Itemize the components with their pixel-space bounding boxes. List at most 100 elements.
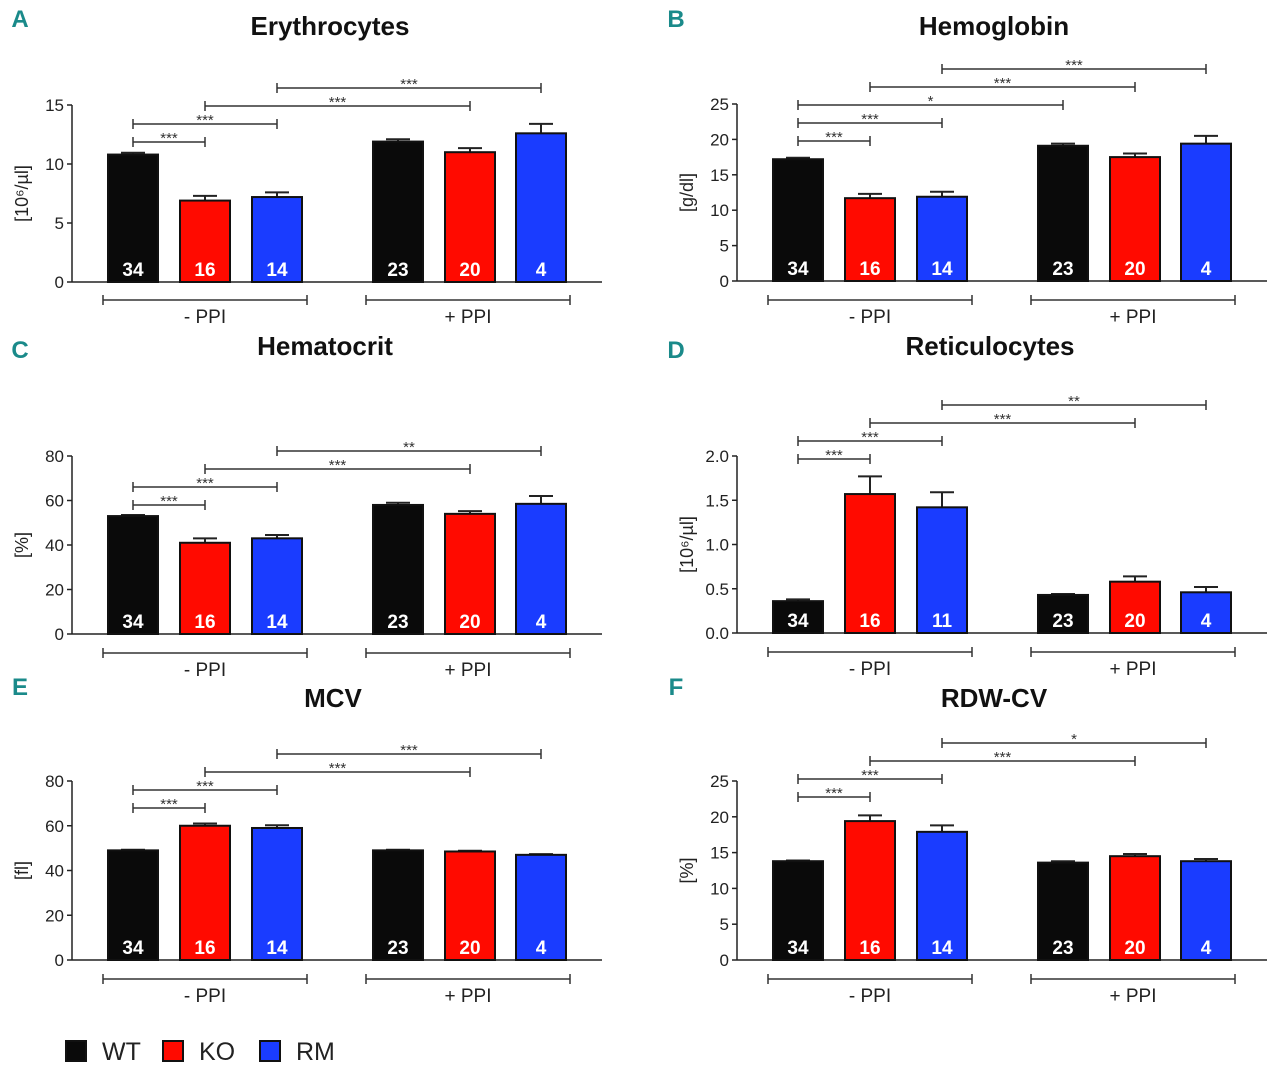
significance-label: * xyxy=(1071,731,1077,748)
bar-ko xyxy=(844,197,896,282)
group-label: + PPI xyxy=(445,307,492,328)
significance-bracket xyxy=(941,400,1207,410)
significance-bracket xyxy=(797,136,871,146)
significance-bracket xyxy=(276,446,542,456)
chart-title: Hemoglobin xyxy=(919,11,1069,41)
n-label: 4 xyxy=(1201,938,1212,959)
chart-title: Reticulocytes xyxy=(905,331,1074,361)
significance-label: *** xyxy=(196,475,214,492)
y-tick-label: 40 xyxy=(45,862,64,881)
y-tick-label: 0 xyxy=(720,951,729,970)
significance-bracket xyxy=(869,756,1136,766)
group-bracket xyxy=(767,647,973,657)
significance-bracket xyxy=(204,767,471,777)
y-tick-label: 5 xyxy=(55,214,64,233)
n-label: 20 xyxy=(1124,938,1145,959)
y-tick-label: 15 xyxy=(45,96,64,115)
significance-bracket xyxy=(276,83,542,93)
significance-label: *** xyxy=(329,457,347,474)
bar-wt xyxy=(772,860,824,962)
y-tick-label: 0 xyxy=(720,272,729,291)
n-label: 16 xyxy=(859,259,880,280)
y-tick-label: 20 xyxy=(710,130,729,149)
bar-rm xyxy=(916,195,968,282)
legend-label: RM xyxy=(296,1038,335,1066)
y-tick-label: 2.0 xyxy=(705,447,729,466)
bar-wt xyxy=(1037,861,1089,962)
bar-rm xyxy=(916,506,968,634)
significance-bracket xyxy=(797,100,1064,110)
bar-ko xyxy=(179,541,231,636)
significance-bracket xyxy=(797,436,943,446)
bar-ko xyxy=(179,824,231,961)
n-label: 20 xyxy=(459,260,480,281)
n-label: 34 xyxy=(122,260,144,281)
bar-wt xyxy=(772,600,824,635)
significance-bracket xyxy=(276,749,542,759)
panel-letter: D xyxy=(667,337,684,364)
legend-label: WT xyxy=(102,1038,141,1066)
chart-title: Erythrocytes xyxy=(251,11,410,41)
significance-bracket xyxy=(797,792,871,802)
bar-wt xyxy=(1037,593,1089,635)
bar-rm xyxy=(1180,591,1232,634)
significance-bracket xyxy=(204,464,471,474)
y-tick-label: 80 xyxy=(45,447,64,466)
significance-bracket xyxy=(204,101,471,111)
panel-c: C Hematocrit [%] 0 20 40 60 80 34 16 14 23 20 4 - PPI +… xyxy=(11,331,602,681)
group-label: - PPI xyxy=(849,986,891,1007)
significance-label: ** xyxy=(1068,393,1080,410)
significance-label: *** xyxy=(400,742,418,759)
significance-bracket xyxy=(132,500,206,510)
group-label: + PPI xyxy=(1110,659,1157,680)
y-tick-label: 1.5 xyxy=(705,491,729,510)
group-bracket xyxy=(1030,647,1236,657)
y-tick-label: 5 xyxy=(720,915,729,934)
chart-title: Hematocrit xyxy=(257,331,393,361)
significance-label: *** xyxy=(160,796,178,813)
significance-bracket xyxy=(132,482,278,492)
significance-bracket xyxy=(132,119,278,129)
significance-label: *** xyxy=(861,767,879,784)
group-label: - PPI xyxy=(849,659,891,680)
bar-ko xyxy=(444,850,496,962)
bar-rm xyxy=(515,502,567,635)
n-label: 4 xyxy=(536,612,547,633)
n-label: 14 xyxy=(931,259,953,280)
bar-rm xyxy=(251,196,303,283)
bar-wt xyxy=(107,515,159,636)
legend-label: KO xyxy=(199,1038,235,1066)
significance-label: *** xyxy=(160,493,178,510)
n-label: 11 xyxy=(932,611,953,632)
n-label: 34 xyxy=(787,259,809,280)
group-label: - PPI xyxy=(849,307,891,328)
y-tick-label: 60 xyxy=(45,817,64,836)
group-label: - PPI xyxy=(184,660,226,681)
panel-letter: B xyxy=(667,6,684,33)
bar-ko xyxy=(444,512,496,635)
bar-wt xyxy=(372,503,424,636)
significance-bracket xyxy=(941,64,1207,74)
group-bracket xyxy=(365,974,571,984)
y-tick-label: 25 xyxy=(710,95,729,114)
significance-label: *** xyxy=(329,760,347,777)
bar-rm xyxy=(916,830,968,961)
bar-ko xyxy=(1109,156,1161,283)
group-bracket xyxy=(1030,295,1236,305)
legend: WT KO RM xyxy=(65,1038,335,1066)
significance-label: *** xyxy=(994,749,1012,766)
y-tick-label: 20 xyxy=(45,906,64,925)
n-label: 4 xyxy=(536,938,547,959)
panel-a: A Erythrocytes [10⁶/µl] 0 5 10 15 34 16 14 23 20 4 - … xyxy=(11,6,602,328)
bar-rm xyxy=(251,826,303,961)
n-label: 34 xyxy=(122,938,144,959)
n-label: 14 xyxy=(266,938,288,959)
n-label: 20 xyxy=(1124,259,1145,280)
significance-bracket xyxy=(132,803,206,813)
y-tick-label: 80 xyxy=(45,772,64,791)
significance-label: *** xyxy=(825,785,843,802)
significance-bracket xyxy=(941,738,1207,748)
n-label: 4 xyxy=(536,260,547,281)
group-label: + PPI xyxy=(445,986,492,1007)
